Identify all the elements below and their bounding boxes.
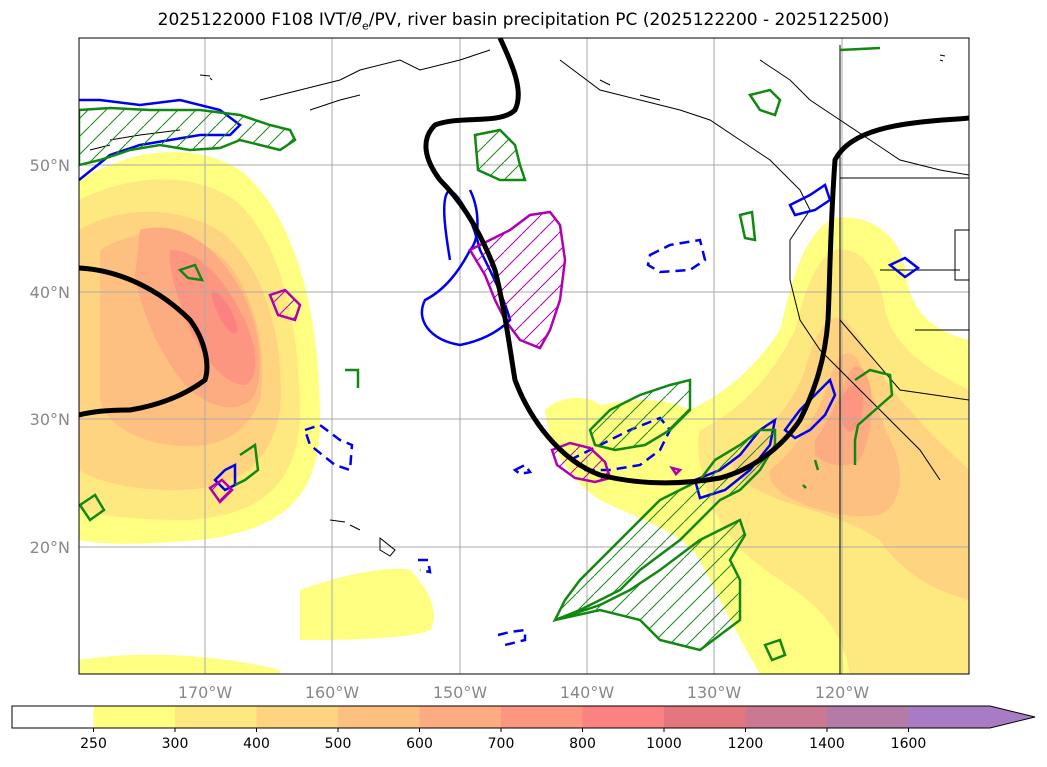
pv-contours <box>79 38 969 486</box>
ivt-south-250b <box>79 654 280 674</box>
colorbar-segment <box>908 706 991 728</box>
colorbar-ticks: 250 300 400 500 600 700 800 1000 1200 1400 1600 <box>80 728 926 752</box>
colorbar-tick-label: 1600 <box>891 736 927 752</box>
colorbar-segment <box>745 706 828 728</box>
green-contours <box>79 46 894 662</box>
lon-label: 130°W <box>687 683 742 702</box>
colorbar <box>11 705 1036 729</box>
colorbar-tick-label: 250 <box>80 736 107 752</box>
colorbar-tick-label: 800 <box>569 736 596 752</box>
colorbar-tick-label: 1200 <box>728 736 764 752</box>
colorbar-segment <box>338 706 420 728</box>
lon-label: 140°W <box>560 683 615 702</box>
colorbar-segment <box>419 706 502 728</box>
colorbar-tick-label: 1000 <box>646 736 682 752</box>
map-content <box>79 38 969 674</box>
colorbar-tick-label: 700 <box>488 736 515 752</box>
map-title: 2025122000 F108 IVT/θe/PV, river basin p… <box>157 10 890 33</box>
colorbar-tick-label: 400 <box>243 736 270 752</box>
lat-label: 20°N <box>30 538 70 557</box>
ivt-west-800 <box>211 290 238 334</box>
colorbar-outline <box>11 705 1036 729</box>
colorbar-segment <box>501 706 583 728</box>
lat-label: 50°N <box>30 156 70 175</box>
colorbar-segment <box>827 706 909 728</box>
colorbar-segment <box>664 706 746 728</box>
ivt-west-700 <box>169 250 256 385</box>
ivt-east-700 <box>839 385 864 432</box>
lat-label: 40°N <box>30 283 70 302</box>
lon-label: 170°W <box>178 683 233 702</box>
colorbar-segment <box>93 706 176 728</box>
colorbar-tick-label: 300 <box>162 736 189 752</box>
colorbar-segment <box>12 706 94 728</box>
colorbar-extension <box>990 706 1035 728</box>
colorbar-tick-label: 1400 <box>809 736 845 752</box>
lon-label: 120°W <box>815 683 870 702</box>
lon-label: 150°W <box>433 683 488 702</box>
ivt-south-250 <box>300 568 434 640</box>
colorbar-segment <box>175 706 257 728</box>
colorbar-segment <box>256 706 339 728</box>
colorbar-tick-label: 600 <box>406 736 433 752</box>
lon-labels: 170°W 160°W 150°W 140°W 130°W 120°W <box>178 683 870 702</box>
lat-labels: 50°N 40°N 30°N 20°N <box>30 156 70 557</box>
map-frame <box>78 37 970 675</box>
colorbar-segment <box>582 706 665 728</box>
lon-label: 160°W <box>305 683 360 702</box>
lat-label: 30°N <box>30 410 70 429</box>
colorbar-tick-label: 500 <box>325 736 352 752</box>
